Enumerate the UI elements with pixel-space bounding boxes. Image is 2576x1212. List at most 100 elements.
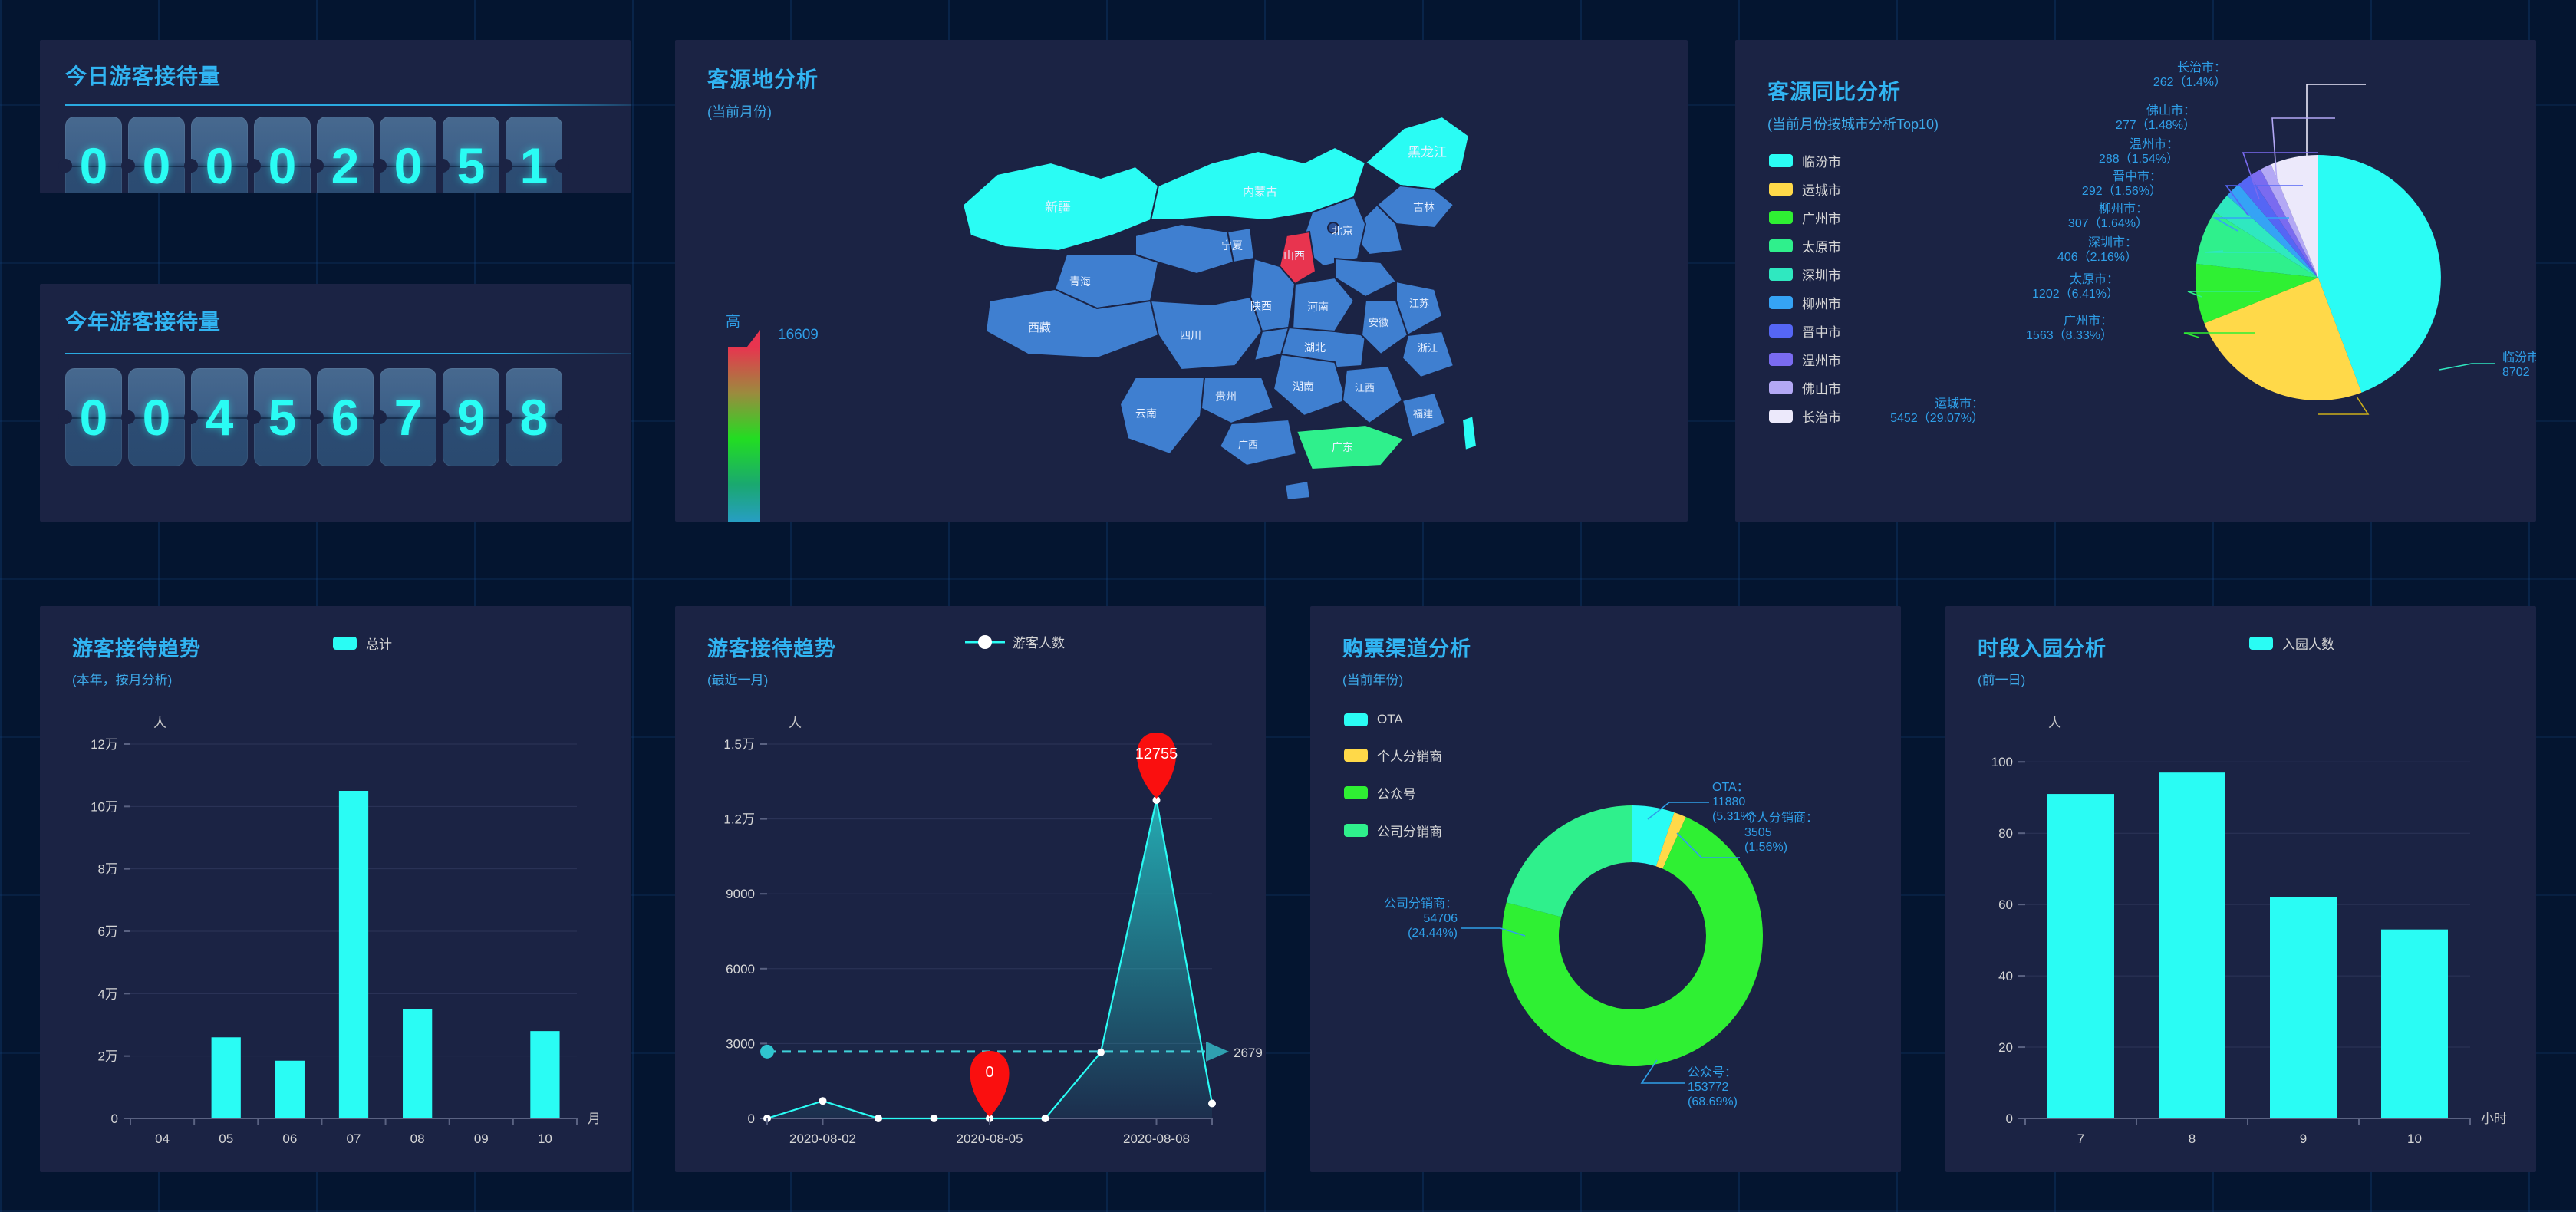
- y-axis-tick-label: 60: [1998, 897, 2013, 912]
- donut-legend-item[interactable]: 公众号: [1344, 783, 1442, 802]
- donut-legend-swatch: [1344, 786, 1368, 799]
- counter-digit: 0: [128, 368, 185, 466]
- bar[interactable]: [530, 1031, 560, 1118]
- donut-slice-label: 公司分销商： 54706 (24.44%): [1383, 897, 1458, 940]
- donut-legend-label: OTA: [1377, 712, 1403, 726]
- chart2-legend[interactable]: 游客人数: [965, 632, 1065, 651]
- y-axis-unit: 人: [153, 716, 166, 730]
- map-label-hubei: 湖北: [1304, 341, 1326, 354]
- chart1-legend[interactable]: 总计: [333, 634, 392, 653]
- data-point[interactable]: [1097, 1048, 1105, 1056]
- visualmap-max-value: 16609: [778, 327, 819, 343]
- bar[interactable]: [2047, 794, 2114, 1118]
- y-axis-tick-label: 4万: [98, 986, 118, 1001]
- y-axis-tick-label: 12万: [91, 737, 118, 752]
- chart1-title: 游客接待趋势: [72, 637, 201, 660]
- visitor-trend-month-bar-chart[interactable]: 0 2万 4万 6万 8万 10万 12万 04 05 06 07 08 09 10 人月: [40, 700, 631, 1168]
- pie-legend-item[interactable]: 广州市: [1769, 208, 1841, 227]
- y-axis-tick-label: 6000: [726, 962, 755, 977]
- map-label-xizang: 西藏: [1028, 321, 1051, 334]
- bar[interactable]: [2381, 929, 2448, 1118]
- y-axis-unit: 人: [789, 716, 802, 730]
- pie-legend-item[interactable]: 晋中市: [1769, 321, 1841, 341]
- pie-legend-item[interactable]: 柳州市: [1769, 293, 1841, 312]
- x-axis-tick-label: 04: [155, 1131, 170, 1146]
- chart4-legend[interactable]: 入园人数: [2249, 634, 2334, 653]
- counter-digit-value: 0: [205, 137, 234, 193]
- data-point[interactable]: [930, 1115, 938, 1122]
- pie-legend-item[interactable]: 临汾市: [1769, 151, 1841, 170]
- pie-legend-swatch: [1769, 353, 1793, 366]
- pie-legend-swatch: [1769, 183, 1793, 196]
- x-axis-tick-label: 07: [347, 1131, 361, 1146]
- pie-slice-label: 临汾市： 8702（46.4: [2502, 351, 2536, 379]
- visitor-trend-daily-area-chart[interactable]: 0 3000 6000 9000 1.2万 1.5万 2679 12755 0 2020-08-0…: [675, 700, 1266, 1168]
- pie-legend-label: 太原市: [1802, 240, 1841, 255]
- counter-digit: 5: [443, 117, 499, 193]
- pie-legend-item[interactable]: 长治市: [1769, 407, 1841, 426]
- pie-legend-item[interactable]: 深圳市: [1769, 265, 1841, 284]
- chart4-subtitle: (前一日): [1978, 673, 2026, 687]
- data-point[interactable]: [1208, 1099, 1216, 1108]
- counter-digit: 0: [380, 117, 436, 193]
- counter-digit-value: 7: [394, 389, 423, 446]
- hourly-entry-bar-chart[interactable]: 0 20 40 60 80 100 7 8 9 10 人小时: [1945, 700, 2536, 1168]
- map-panel-title: 客源地分析: [707, 68, 819, 91]
- donut-legend-item[interactable]: OTA: [1344, 712, 1442, 727]
- data-point[interactable]: [819, 1097, 827, 1105]
- source-pie-chart[interactable]: [2065, 48, 2495, 508]
- pie-legend-swatch: [1769, 154, 1793, 167]
- bar[interactable]: [2270, 897, 2337, 1118]
- x-axis-tick-label: 10: [2407, 1131, 2422, 1146]
- bar[interactable]: [338, 791, 369, 1118]
- pie-slice-label: 温州市： 288（1.54%）: [2098, 138, 2179, 166]
- donut-slice-label: 个人分销商： 3505 (1.56%): [1744, 812, 1819, 854]
- donut-legend[interactable]: OTA 个人分销商公众号公司分销商: [1344, 712, 1442, 858]
- counter-digit-value: 0: [268, 137, 297, 193]
- donut-legend-item[interactable]: 个人分销商: [1344, 746, 1442, 765]
- pie-slice-label: 深圳市： 406（2.16%）: [2057, 236, 2137, 264]
- data-point[interactable]: [1152, 796, 1161, 805]
- chart1-subtitle: (本年，按月分析): [72, 673, 173, 687]
- counter-digit-value: 0: [142, 389, 171, 446]
- chart2-title: 游客接待趋势: [707, 637, 836, 660]
- map-label-beijing: 北京: [1332, 225, 1353, 237]
- counter-digit: 0: [254, 117, 311, 193]
- ticket-channel-donut-chart[interactable]: [1310, 706, 1901, 1166]
- pie-legend-item[interactable]: 佛山市: [1769, 378, 1841, 397]
- counter-digit-cap: [555, 410, 569, 424]
- pie-slice-label: 广州市： 1563（8.33%）: [2026, 315, 2113, 342]
- counter-digit-value: 0: [394, 137, 423, 193]
- map-label-fujian: 福建: [1413, 408, 1433, 420]
- average-line-label: 2679: [1234, 1046, 1263, 1060]
- data-point[interactable]: [875, 1115, 882, 1122]
- china-map[interactable]: 新疆 黑龙江 吉林 内蒙古 宁夏 山西 北京 青海 陕西 河南 四川 湖北 安徽…: [905, 71, 1596, 500]
- bar[interactable]: [403, 1009, 433, 1118]
- counter-digit: 6: [317, 368, 374, 466]
- map-label-jilin: 吉林: [1413, 201, 1435, 213]
- counter-digit: 4: [191, 368, 248, 466]
- counter-digit-value: 1: [519, 137, 548, 193]
- chart4-legend-label: 入园人数: [2282, 637, 2334, 652]
- data-point[interactable]: [1041, 1115, 1049, 1122]
- map-label-heilongjiang: 黑龙江: [1408, 145, 1447, 160]
- pie-legend-item[interactable]: 温州市: [1769, 350, 1841, 369]
- donut-legend-item[interactable]: 公司分销商: [1344, 821, 1442, 840]
- donut-legend-swatch: [1344, 713, 1368, 726]
- pie-legend-item[interactable]: 运城市: [1769, 179, 1841, 199]
- counter-digit-value: 0: [142, 137, 171, 193]
- bar[interactable]: [2159, 772, 2225, 1118]
- x-axis-tick-label: 2020-08-08: [1123, 1131, 1190, 1146]
- chart2-subtitle: (最近一月): [707, 673, 769, 687]
- counter-digit-value: 5: [268, 389, 297, 446]
- panel-source-map: 客源地分析 (当前月份) 高 16609: [675, 40, 1688, 522]
- y-axis-tick-label: 100: [1991, 755, 2013, 769]
- map-label-henan: 河南: [1307, 301, 1329, 313]
- map-label-guizhou: 贵州: [1215, 390, 1237, 403]
- pie-legend[interactable]: 临汾市运城市广州市太原市深圳市柳州市晋中市温州市佛山市长治市: [1769, 151, 1841, 435]
- chart4-legend-swatch: [2249, 637, 2273, 650]
- bar[interactable]: [211, 1037, 241, 1118]
- pie-legend-item[interactable]: 太原市: [1769, 236, 1841, 255]
- chart4-title: 时段入园分析: [1978, 637, 2107, 660]
- bar[interactable]: [275, 1060, 305, 1118]
